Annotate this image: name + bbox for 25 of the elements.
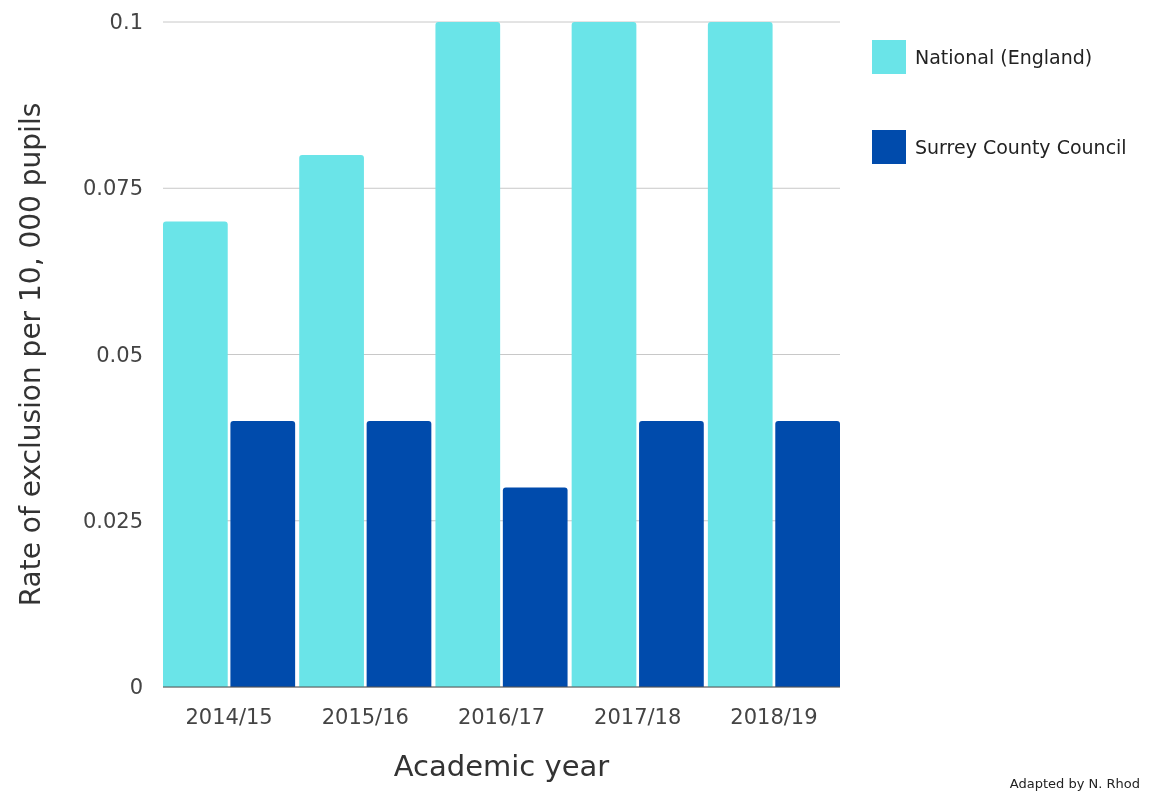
y-tick-label: 0.075	[82, 176, 143, 201]
bar	[230, 421, 296, 687]
bar	[435, 22, 501, 687]
x-axis-title: Academic year	[393, 749, 610, 783]
bar	[775, 421, 840, 687]
y-axis-title: Rate of exclusion per 10, 000 pupils	[14, 102, 47, 607]
bar	[299, 155, 364, 687]
y-tick-label: 0.1	[109, 10, 143, 34]
y-tick-label: 0.025	[82, 508, 143, 533]
x-tick-label: 2016/17	[457, 705, 546, 729]
bar	[707, 22, 773, 687]
y-tick-label: 0.05	[96, 342, 143, 367]
bar	[571, 22, 637, 687]
x-tick-label: 2014/15	[185, 705, 273, 729]
bar	[502, 487, 568, 687]
x-tick-label: 2017/18	[594, 705, 682, 729]
bar	[639, 421, 704, 687]
legend-label: Surrey County Council	[915, 136, 1127, 158]
x-tick-label: 2018/19	[730, 705, 818, 729]
text: Adapted by N. Rhod	[1009, 776, 1140, 791]
x-tick-label: 2015/16	[321, 705, 409, 729]
legend-label: National (England)	[915, 46, 1093, 68]
bar	[163, 221, 228, 687]
bar	[366, 421, 432, 687]
y-tick-label: 0	[129, 675, 143, 699]
